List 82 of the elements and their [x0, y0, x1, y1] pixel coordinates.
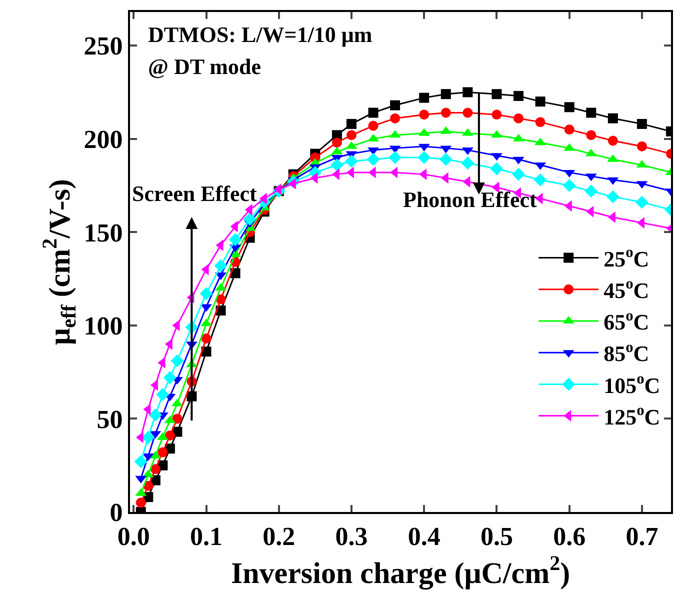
point [564, 102, 574, 112]
legend-label: 65$^{o}$C [604, 307, 650, 335]
y-tick-label: 50 [96, 404, 123, 434]
point [492, 110, 502, 120]
point [440, 108, 451, 118]
point [136, 498, 146, 508]
point [461, 156, 474, 170]
point [418, 151, 431, 164]
point [148, 408, 162, 422]
point [200, 287, 213, 300]
x-tick-label: 0.2 [262, 522, 296, 552]
point [562, 179, 576, 192]
point [201, 333, 212, 344]
point [390, 113, 400, 124]
point [344, 154, 358, 168]
point [584, 184, 598, 198]
point [368, 120, 378, 131]
annotation: @ DT mode [148, 54, 262, 79]
y-tick-label: 150 [84, 218, 123, 248]
point [636, 118, 647, 129]
point [156, 388, 170, 401]
point [134, 455, 148, 468]
point [164, 430, 175, 441]
point [535, 117, 546, 128]
point [462, 87, 473, 98]
point [228, 233, 242, 246]
x-tick-label: 0.7 [626, 522, 658, 552]
point [586, 108, 596, 118]
point [368, 108, 378, 118]
legend-label: 25$^{o}$C [604, 244, 650, 272]
point [388, 151, 402, 164]
legend-label: 85$^{o}$C [604, 338, 650, 366]
point [158, 447, 168, 458]
point [419, 110, 430, 120]
point [512, 168, 525, 181]
point [514, 90, 524, 101]
point [390, 100, 400, 110]
annotation: Screen Effect [132, 181, 258, 206]
point [142, 430, 155, 444]
point [170, 354, 184, 368]
point [535, 96, 546, 107]
point [346, 130, 356, 140]
y-tick-label: 100 [84, 312, 123, 341]
y-tick-label: 200 [84, 124, 123, 154]
x-axis-title: Inversion charge (μC/cm$^{2}$) [230, 551, 570, 590]
x-tick-label: 0.5 [480, 522, 513, 552]
annotation: DTMOS: L/W=1/10 μm [148, 22, 372, 47]
point [514, 113, 524, 124]
point [440, 89, 451, 100]
point [608, 113, 618, 124]
point [492, 89, 502, 100]
x-tick-label: 0.1 [190, 522, 222, 552]
point [332, 138, 342, 148]
legend-label: 125$^{o}$C [604, 402, 660, 430]
x-tick-label: 0.4 [408, 522, 440, 552]
point [172, 414, 182, 424]
point [462, 108, 473, 118]
y-tick-label: 250 [84, 32, 123, 61]
point [230, 268, 240, 278]
point [366, 152, 380, 166]
point [419, 92, 430, 103]
point [201, 346, 212, 357]
x-tick-label: 0.6 [553, 522, 586, 552]
point [150, 464, 160, 474]
point [163, 371, 176, 384]
legend-label: 45$^{o}$C [604, 276, 650, 303]
legend-label: 105$^{o}$C [604, 370, 660, 398]
point [534, 173, 547, 186]
point [243, 212, 256, 226]
point [586, 130, 596, 140]
point [330, 158, 344, 172]
point [346, 118, 356, 129]
point [608, 136, 618, 146]
annotation: Phonon Effect [403, 187, 538, 212]
point [439, 152, 452, 166]
point [490, 162, 504, 176]
point [636, 141, 647, 152]
point [606, 190, 620, 204]
x-tick-label: 0.3 [335, 522, 368, 552]
point [564, 124, 574, 135]
point [635, 196, 648, 209]
point [214, 259, 228, 272]
